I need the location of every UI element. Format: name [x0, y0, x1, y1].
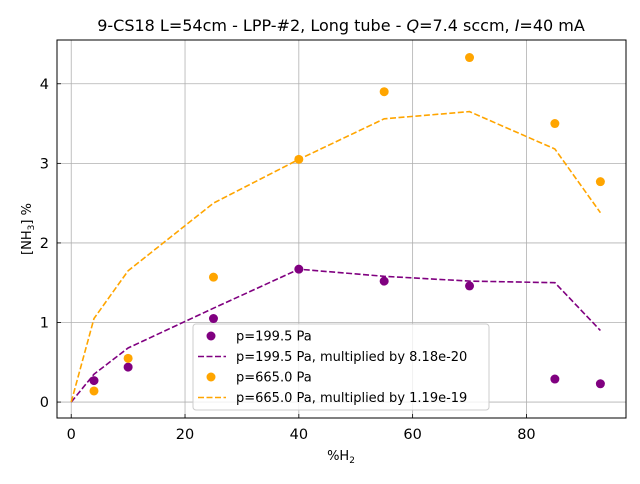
x-tick-label: 0: [67, 427, 76, 443]
legend: p=199.5 Pa p=199.5 Pa, multiplied by 8.18…: [192, 323, 490, 411]
x-tick-label: 40: [290, 427, 308, 443]
x-axis-label: %H2: [327, 449, 355, 466]
y-axis-label: [NH3] %: [20, 203, 37, 255]
data-point-2-1: [123, 353, 133, 363]
data-point-0-3: [294, 264, 304, 274]
y-tick-label: 2: [40, 236, 49, 252]
legend-label-2: p=665.0 Pa: [236, 371, 312, 386]
legend-label-0: p=199.5 Pa: [236, 330, 312, 345]
data-point-0-7: [595, 379, 605, 389]
x-tick-label: 60: [403, 427, 421, 443]
data-point-0-1: [123, 362, 133, 372]
data-point-0-4: [379, 276, 389, 286]
plot-frame: [56, 39, 627, 419]
legend-box: [192, 323, 490, 411]
x-tick-label: 80: [517, 427, 535, 443]
data-point-0-0: [89, 376, 99, 386]
legend-label-3: p=665.0 Pa, multiplied by 1.19e-19: [236, 391, 467, 406]
data-point-2-6: [550, 119, 560, 129]
legend-label-1: p=199.5 Pa, multiplied by 8.18e-20: [236, 350, 467, 365]
y-tick-label: 3: [40, 156, 49, 172]
data-point-2-5: [465, 53, 475, 63]
data-point-2-0: [89, 386, 99, 396]
ticks: 0 20 40 60 80 0 1 2 3 4: [40, 77, 536, 443]
series-layer: [70, 53, 605, 403]
y-tick-label: 0: [40, 395, 49, 411]
data-point-2-2: [208, 272, 218, 282]
legend-marker-2: [206, 372, 216, 382]
data-point-2-4: [379, 87, 389, 97]
data-point-0-6: [550, 374, 560, 384]
data-point-2-3: [294, 154, 304, 164]
data-point-0-2: [208, 314, 218, 324]
y-tick-label: 1: [40, 316, 49, 332]
x-tick-label: 20: [176, 427, 194, 443]
legend-marker-0: [206, 331, 216, 341]
data-point-2-7: [595, 177, 605, 187]
chart-title: 9-CS18 L=54cm - LPP-#2, Long tube - Q=7.…: [97, 16, 585, 35]
y-tick-label: 4: [40, 77, 49, 93]
data-point-0-5: [465, 281, 475, 291]
